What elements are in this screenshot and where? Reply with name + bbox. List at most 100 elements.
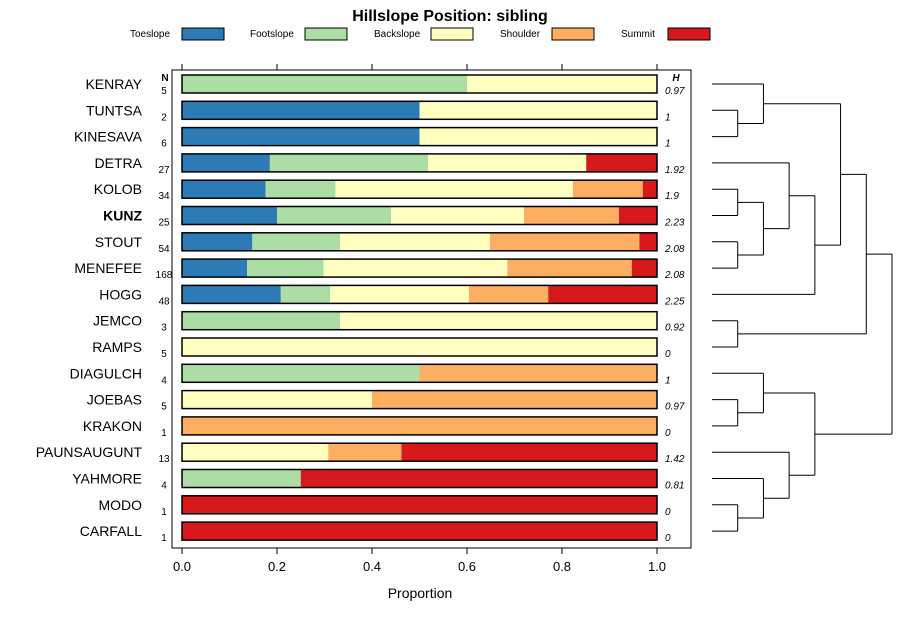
x-tick-label: 0.2: [268, 559, 286, 574]
row-h: 1: [665, 375, 671, 386]
row-n: 25: [158, 218, 170, 229]
bar-segment-backslope: [323, 259, 508, 278]
x-tick-label: 1.0: [648, 559, 666, 574]
bar-segment-backslope: [467, 75, 657, 93]
row-label: KUNZ: [103, 208, 142, 224]
x-tick-label: 0.0: [173, 559, 191, 574]
row-n: 5: [161, 402, 167, 413]
bar-segment-toeslope: [182, 127, 420, 146]
legend-swatch-backslope: [430, 27, 474, 41]
row-h: 1.9: [665, 191, 679, 202]
row-label: DIAGULCH: [70, 365, 142, 381]
bar-segment-footslope: [182, 311, 341, 330]
row-h: 0: [665, 349, 671, 360]
bar-outline: [181, 521, 658, 541]
row-h: 1.92: [665, 165, 685, 176]
bar-segment-summit: [401, 443, 657, 462]
legend-swatch-summit: [667, 27, 711, 41]
bar-outline: [181, 468, 658, 489]
row-n: 4: [161, 375, 167, 386]
legend-swatch-shoulder: [551, 27, 595, 41]
bar-segment-shoulder: [572, 180, 643, 199]
row-n: 1: [161, 428, 167, 439]
bar-segment-footslope: [182, 364, 420, 383]
row-n: 1: [161, 533, 167, 544]
bar-segment-backslope: [391, 206, 524, 225]
row-label: JEMCO: [93, 313, 142, 329]
bar-outline: [181, 258, 658, 278]
row-n: 48: [158, 296, 170, 307]
bar-segment-summit: [586, 153, 657, 172]
bar-segment-summit: [631, 259, 657, 278]
legend: Toeslope Footslope Backslope Shoulder Summit: [130, 27, 711, 41]
legend-swatch-toeslope: [181, 27, 225, 41]
row-h: 0: [665, 533, 671, 544]
bar-segment-summit: [182, 522, 657, 541]
bar-segment-toeslope: [182, 285, 281, 304]
row-h: 0.92: [665, 323, 685, 334]
row-n: 27: [158, 165, 170, 176]
bar-segment-footslope: [252, 232, 341, 251]
bar-segment-footslope: [265, 180, 336, 199]
bar-segment-shoulder: [468, 285, 549, 304]
bar-outline: [181, 389, 658, 410]
bar-outline: [181, 363, 658, 384]
row-h: 2.23: [664, 218, 685, 229]
h-header: H: [672, 73, 680, 84]
row-label: MODO: [98, 497, 142, 513]
bar-segment-backslope: [182, 338, 657, 356]
bar-segment-summit: [619, 206, 657, 225]
bar-segment-backslope: [182, 443, 329, 462]
bar-outline: [181, 126, 658, 147]
bar-outline: [181, 416, 658, 436]
row-h: 2.08: [664, 244, 685, 255]
row-label: MENEFEE: [74, 260, 142, 276]
bar-segment-footslope: [182, 469, 301, 488]
row-h: 0.81: [665, 481, 684, 492]
bar-segment-toeslope: [182, 232, 253, 251]
bar-segment-footslope: [247, 259, 324, 278]
bar-outline: [181, 310, 658, 331]
dendrogram: [712, 83, 893, 532]
row-label: HOGG: [99, 286, 142, 302]
row-n: 3: [161, 323, 167, 334]
row-label: DETRA: [95, 155, 143, 171]
row-h: 0.97: [665, 86, 685, 97]
bar-segment-toeslope: [182, 206, 277, 225]
bar-segment-shoulder: [524, 206, 619, 225]
bar-segment-shoulder: [489, 232, 640, 251]
row-h: 0: [665, 507, 671, 518]
bar-outline: [181, 442, 658, 462]
row-n: 54: [158, 244, 170, 255]
bar-outline: [181, 232, 658, 252]
x-tick-label: 0.4: [363, 559, 381, 574]
bar-segment-shoulder: [419, 364, 657, 383]
bar-segment-footslope: [280, 285, 331, 304]
legend-label-backslope: Backslope: [374, 29, 421, 40]
row-h: 0: [665, 428, 671, 439]
row-label: YAHMORE: [72, 471, 142, 487]
row-h: 2.25: [664, 296, 685, 307]
row-label: KENRAY: [85, 76, 142, 92]
bar-outline: [181, 337, 658, 357]
row-n: 5: [161, 86, 167, 97]
bar-segment-summit: [642, 180, 657, 199]
chart-title: Hillslope Position: sibling: [352, 8, 548, 25]
bar-segment-backslope: [419, 101, 657, 120]
row-n: 2: [161, 112, 167, 123]
bar-outline: [181, 74, 658, 94]
bar-segment-backslope: [330, 285, 469, 304]
bar-outline: [181, 100, 658, 121]
row-label: CARFALL: [80, 523, 142, 539]
bar-segment-backslope: [340, 311, 657, 330]
bar-segment-shoulder: [328, 443, 402, 462]
row-label: RAMPS: [92, 339, 142, 355]
legend-label-footslope: Footslope: [250, 29, 294, 40]
bar-outline: [181, 153, 658, 173]
x-axis: 0.0 0.2 0.4 0.6 0.8 1.0: [173, 64, 666, 574]
row-n: 13: [158, 454, 170, 465]
plot-frame: [171, 69, 692, 549]
bar-segment-summit: [548, 285, 657, 304]
